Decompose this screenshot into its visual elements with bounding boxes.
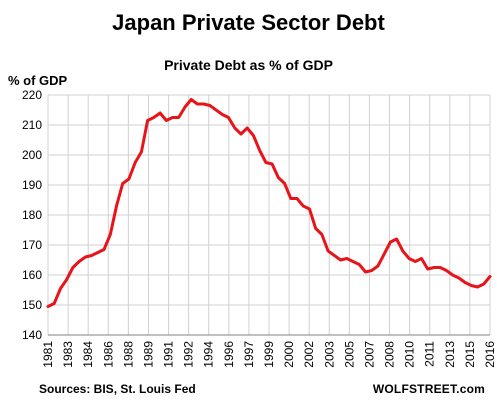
grid-lines	[47, 94, 491, 336]
y-tick-label: 220	[22, 88, 42, 102]
y-tick-label: 170	[22, 238, 42, 252]
x-tick-label: 1991	[162, 341, 176, 368]
x-tick-label: 1996	[222, 341, 236, 368]
x-tick-label: 2011	[423, 341, 437, 367]
x-tick-label: 2016	[483, 341, 497, 368]
x-tick-label: 1981	[41, 341, 55, 368]
chart-subtitle: Private Debt as % of GDP	[164, 57, 333, 73]
x-tick-label: 1992	[182, 341, 196, 368]
x-tick-label: 1997	[242, 341, 256, 368]
x-tick-labels: 1981 1983 1984 1986 1988 1989 1991 1992 1994 1996…	[41, 341, 497, 368]
brand-label: WOLFSTREET.com	[372, 382, 485, 396]
x-tick-label: 2007	[362, 341, 376, 368]
x-tick-label: 1983	[61, 341, 75, 368]
x-tick-label: 2013	[443, 341, 457, 368]
x-tick-label: 2008	[383, 341, 397, 368]
x-tick-label: 1994	[202, 341, 216, 368]
x-tick-label: 2010	[403, 341, 417, 368]
y-tick-label: 190	[22, 178, 42, 192]
x-tick-label: 2015	[463, 341, 477, 368]
y-tick-labels: 140 150 160 170 180 190 200 210 220	[22, 88, 42, 342]
x-tick-label: 1988	[121, 341, 135, 368]
chart-title: Japan Private Sector Debt	[112, 10, 385, 35]
y-tick-label: 150	[22, 298, 42, 312]
x-tick-label: 1986	[101, 341, 115, 368]
x-tick-label: 2002	[302, 341, 316, 368]
x-tick-label: 2005	[342, 341, 356, 368]
y-tick-label: 180	[22, 208, 42, 222]
x-tick-label: 1989	[141, 341, 155, 368]
x-tick-label: 1999	[262, 341, 276, 368]
y-tick-label: 140	[22, 328, 42, 342]
x-tick-label: 1984	[81, 341, 95, 368]
series-layer	[46, 98, 492, 308]
x-tick-label: 2003	[322, 341, 336, 368]
y-tick-label: 160	[22, 268, 42, 282]
source-note: Sources: BIS, St. Louis Fed	[39, 382, 196, 396]
y-axis-label: % of GDP	[8, 73, 68, 88]
x-tick-label: 2000	[282, 341, 296, 368]
y-tick-label: 200	[22, 148, 42, 162]
y-tick-label: 210	[22, 118, 42, 132]
series-line	[46, 98, 492, 308]
